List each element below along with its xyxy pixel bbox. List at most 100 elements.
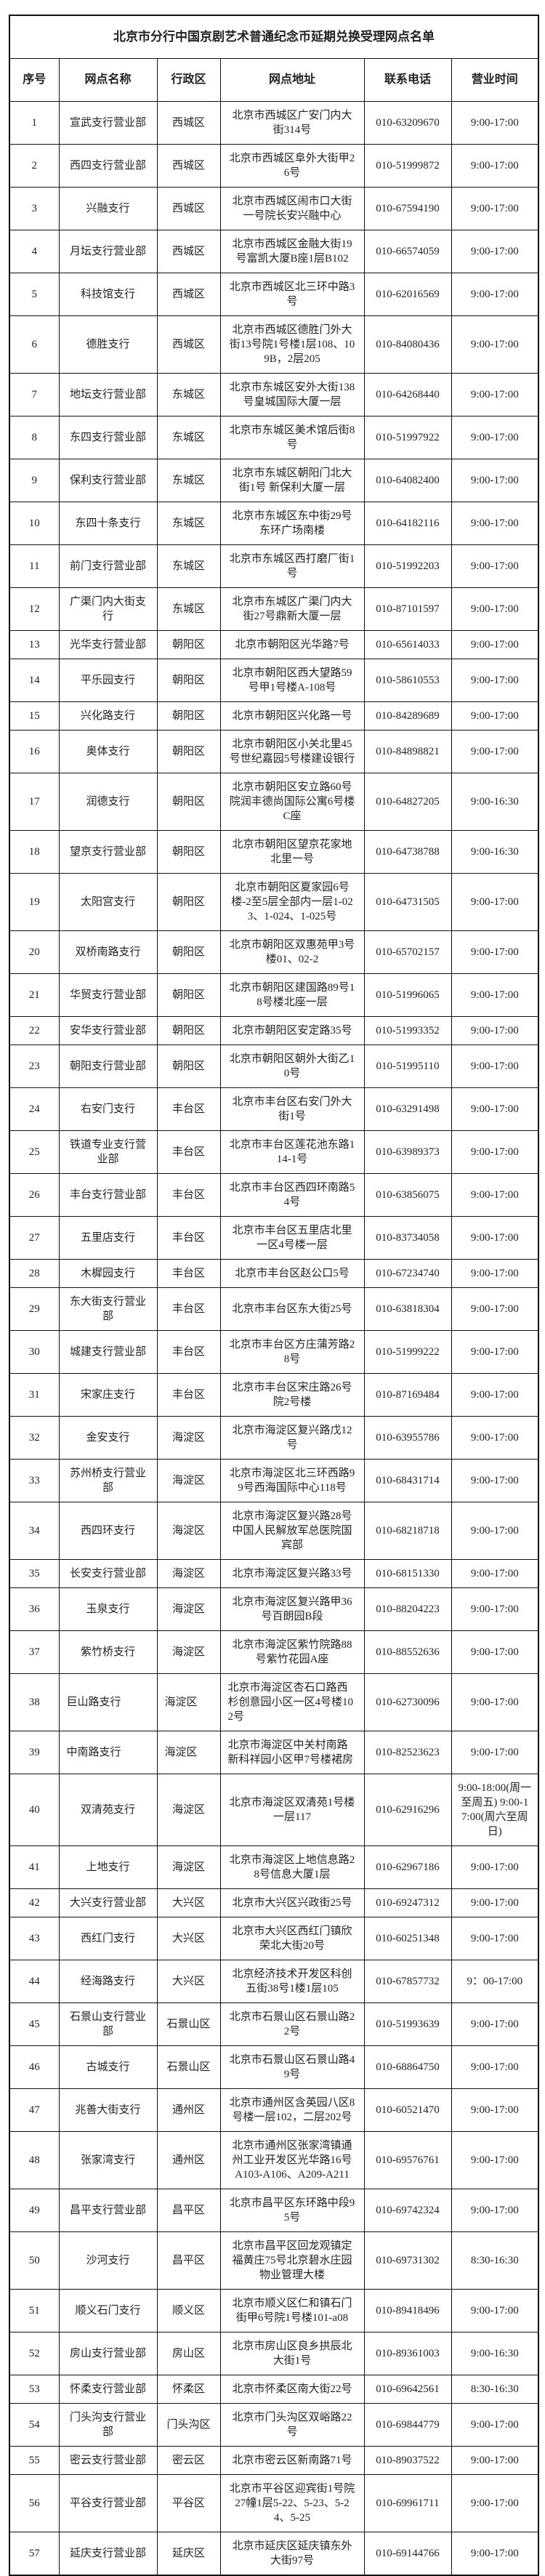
table-row: 51 顺义石门支行 顺义区 北京市顺义区仁和镇石门街甲6号院1号楼101-a08 010… xyxy=(9,2289,539,2333)
cell-phone: 010-63955786 xyxy=(363,1416,452,1460)
cell-index: 55 xyxy=(9,2446,60,2475)
cell-branch-name: 广渠门内大街支行 xyxy=(58,587,158,631)
cell-address: 北京市东城区安外大街138号皇城国际大厦一层 xyxy=(219,373,365,416)
cell-district: 东城区 xyxy=(156,373,221,416)
cell-district: 海淀区 xyxy=(156,1587,221,1631)
cell-hours: 9:00-17:00 xyxy=(451,1673,539,1731)
cell-branch-name: 兆善大街支行 xyxy=(58,2088,158,2132)
cell-address: 北京市海淀区紫竹院路88号紫竹花园A座 xyxy=(219,1630,365,1674)
table-row: 9 保利支行营业部 东城区 北京市东城区朝阳门北大街1号 新保利大厦一层 010-640… xyxy=(9,459,539,502)
cell-phone: 010-62916296 xyxy=(363,1774,452,1846)
table-row: 23 朝阳支行营业部 朝阳区 北京市朝阳区朝外大街乙10号 010-51995110 9:… xyxy=(9,1045,539,1088)
cell-branch-name: 保利支行营业部 xyxy=(58,459,158,502)
cell-phone: 010-67234740 xyxy=(363,1259,452,1288)
cell-district: 朝阳区 xyxy=(156,1045,221,1088)
cell-address: 北京市海淀区中关村南路新科祥园小区甲7号楼裙房 xyxy=(219,1731,365,1774)
cell-address: 北京市西城区广安门内大街314号 xyxy=(219,101,365,145)
cell-branch-name: 德胜支行 xyxy=(58,315,158,374)
cell-phone: 010-69247312 xyxy=(363,1888,452,1917)
cell-district: 西城区 xyxy=(156,315,221,374)
header-address: 网点地址 xyxy=(219,58,365,102)
cell-hours: 9:00-16:30 xyxy=(451,830,539,874)
cell-branch-name: 怀柔支行营业部 xyxy=(58,2375,158,2404)
cell-index: 22 xyxy=(9,1016,60,1045)
cell-hours: 9:00-17:00 xyxy=(451,587,539,631)
cell-district: 大兴区 xyxy=(156,1960,221,2003)
cell-hours: 9:00-17:00 xyxy=(451,973,539,1017)
cell-hours: 9:00-17:00 xyxy=(451,1173,539,1217)
table-row: 28 木樨园支行 丰台区 北京市丰台区赵公口5号 010-67234740 9:00-17… xyxy=(9,1259,539,1288)
table-row: 4 月坛支行营业部 西城区 北京市西城区金融大街19号富凯大厦B座1层B102 010-… xyxy=(9,230,539,273)
cell-phone: 010-64182116 xyxy=(363,502,452,545)
cell-district: 房山区 xyxy=(156,2332,221,2375)
cell-hours: 9:00-17:00 xyxy=(451,1330,539,1374)
cell-phone: 010-69642561 xyxy=(363,2375,452,2404)
cell-address: 北京市丰台区莲花池东路114-1号 xyxy=(219,1130,365,1174)
table-row: 13 光华支行营业部 朝阳区 北京市朝阳区光华路7号 010-65614033 9:00-… xyxy=(9,630,539,659)
cell-district: 朝阳区 xyxy=(156,659,221,702)
cell-district: 海淀区 xyxy=(156,1731,221,1774)
cell-hours: 9:00-17:00 xyxy=(451,2189,539,2232)
table-row: 15 兴化路支行 朝阳区 北京市朝阳区兴化路一号 010-84289689 9:00-17… xyxy=(9,701,539,730)
table-row: 54 门头沟支行营业部 门头沟区 北京市门头沟区双峪路22号 010-69844779 9… xyxy=(9,2403,539,2447)
cell-branch-name: 紫竹桥支行 xyxy=(58,1630,158,1674)
cell-index: 17 xyxy=(9,773,60,831)
cell-hours: 9:00-17:00 xyxy=(451,2446,539,2475)
cell-district: 朝阳区 xyxy=(156,830,221,874)
table-row: 8 东四支行营业部 东城区 北京市东城区美术馆后街8号 010-51997922 9:00… xyxy=(9,416,539,459)
table-row: 34 西四环支行 海淀区 北京市海淀区复兴路28号中国人民解放军总医院国宾部 010-6… xyxy=(9,1502,539,1560)
cell-hours: 9:00-17:00 xyxy=(451,2532,539,2576)
cell-index: 53 xyxy=(9,2375,60,2404)
cell-district: 丰台区 xyxy=(156,1087,221,1131)
cell-hours: 9:00-17:00 xyxy=(451,416,539,459)
cell-index: 54 xyxy=(9,2403,60,2447)
header-row: 序号 网点名称 行政区 网点地址 联系电话 营业时间 xyxy=(9,58,539,102)
cell-index: 27 xyxy=(9,1216,60,1260)
cell-branch-name: 双清苑支行 xyxy=(58,1774,158,1846)
cell-hours: 9:00-17:00 xyxy=(451,2289,539,2333)
cell-address: 北京市丰台区东大街25号 xyxy=(219,1287,365,1331)
cell-hours: 9:00-17:00 xyxy=(451,2003,539,2046)
cell-branch-name: 玉泉支行 xyxy=(58,1587,158,1631)
cell-index: 6 xyxy=(9,315,60,374)
cell-index: 52 xyxy=(9,2332,60,2375)
cell-phone: 010-63989373 xyxy=(363,1130,452,1174)
cell-district: 海淀区 xyxy=(156,1774,221,1846)
cell-phone: 010-51992203 xyxy=(363,544,452,588)
cell-district: 石景山区 xyxy=(156,2045,221,2089)
cell-branch-name: 前门支行营业部 xyxy=(58,544,158,588)
cell-branch-name: 苏州桥支行营业部 xyxy=(58,1459,158,1502)
cell-district: 朝阳区 xyxy=(156,973,221,1017)
cell-district: 朝阳区 xyxy=(156,930,221,974)
cell-address: 北京市大兴区兴政街25号 xyxy=(219,1888,365,1917)
table-row: 5 科技馆支行 西城区 北京市西城区北三环中路3号 010-62016569 9:00-1… xyxy=(9,273,539,316)
cell-hours: 9:00-17:00 xyxy=(451,1846,539,1889)
cell-hours: 9:00-17:00 xyxy=(451,1587,539,1631)
cell-phone: 010-69844779 xyxy=(363,2403,452,2447)
cell-district: 大兴区 xyxy=(156,1888,221,1917)
cell-district: 密云区 xyxy=(156,2446,221,2475)
cell-index: 51 xyxy=(9,2289,60,2333)
table-row: 6 德胜支行 西城区 北京市西城区德胜门外大街13号院1号楼1层108、109B，2层… xyxy=(9,315,539,374)
cell-index: 38 xyxy=(9,1673,60,1731)
cell-phone: 010-64082400 xyxy=(363,459,452,502)
cell-address: 北京市大兴区西红门镇欣荣北大街20号 xyxy=(219,1917,365,1960)
cell-hours: 9:00-17:00 xyxy=(451,1016,539,1045)
cell-index: 31 xyxy=(9,1373,60,1417)
cell-branch-name: 五里店支行 xyxy=(58,1216,158,1260)
cell-index: 46 xyxy=(9,2045,60,2089)
cell-address: 北京经济技术开发区科创五街38号1楼1层105 xyxy=(219,1960,365,2003)
cell-phone: 010-87169484 xyxy=(363,1373,452,1417)
cell-branch-name: 东大街支行营业部 xyxy=(58,1287,158,1331)
cell-hours: 9:00-18:00(周一至周五) 9:00-17:00(周六至周日) xyxy=(451,1774,539,1846)
cell-hours: 8:30-16:30 xyxy=(451,2231,539,2290)
branch-list-table: 北京市分行中国京剧艺术普通纪念币延期兑换受理网点名单 序号 网点名称 行政区 网… xyxy=(9,15,540,2576)
cell-index: 33 xyxy=(9,1459,60,1502)
cell-district: 海淀区 xyxy=(156,1459,221,1502)
cell-address: 北京市昌平区回龙观镇定福黄庄75号北京碧水庄园物业管理大楼 xyxy=(219,2231,365,2290)
cell-hours: 9:00-17:00 xyxy=(451,2474,539,2532)
cell-phone: 010-62730096 xyxy=(363,1673,452,1731)
cell-phone: 010-63291498 xyxy=(363,1087,452,1131)
cell-phone: 010-69742324 xyxy=(363,2189,452,2232)
